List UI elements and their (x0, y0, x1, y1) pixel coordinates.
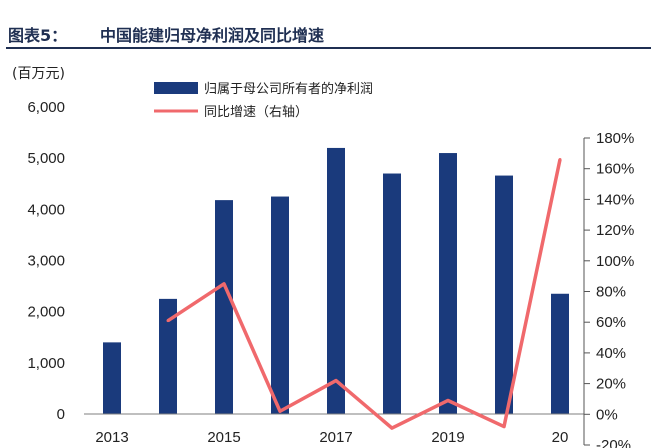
y-tick-2,000: 2,000 (27, 304, 65, 321)
y2-tick-80%: 80% (596, 284, 626, 301)
growth-point-2014 (166, 319, 170, 323)
figure-label: 图表5： (8, 26, 68, 45)
bar-2014 (159, 298, 177, 414)
line-series (166, 157, 562, 430)
bar-2017 (327, 147, 345, 414)
x-axis-ticks: 2013 2015 2017 2019 20 (95, 429, 568, 446)
y2-tick-180%: 180% (596, 130, 634, 147)
y2-tick--20%: -20% (596, 437, 631, 448)
bar-2021 (551, 293, 569, 414)
bar-2016 (271, 196, 289, 414)
x-tick-2013: 2013 (95, 429, 128, 446)
title-underline (6, 47, 651, 49)
growth-line (167, 159, 562, 430)
y-tick-5,000: 5,000 (27, 150, 65, 167)
y-tick-0: 0 (57, 406, 65, 423)
bar-2015 (215, 200, 233, 414)
growth-point-2019 (446, 398, 450, 402)
growth-point-2015 (222, 282, 226, 286)
y-tick-3,000: 3,000 (27, 253, 65, 270)
figure-title: 中国能建归母净利润及同比增速 (100, 26, 325, 45)
bar-2013 (103, 342, 121, 414)
growth-point-2016 (278, 409, 282, 413)
right-axis-ticks: -20% 0% 20% 40% 60% 80% 100% 120% 140% 160% 180% (583, 130, 634, 448)
y2-tick-100%: 100% (596, 253, 634, 270)
y2-tick-140%: 140% (596, 191, 634, 208)
growth-point-2021 (558, 157, 562, 161)
x-tick-2015: 2015 (207, 429, 240, 446)
left-axis-ticks: 0 1,000 2,000 3,000 4,000 5,000 6,000 (27, 99, 65, 423)
bar-2019 (439, 153, 457, 415)
legend-bar-swatch (154, 82, 198, 94)
x-tick-20: 20 (552, 429, 569, 446)
y2-tick-160%: 160% (596, 161, 634, 178)
y2-tick-20%: 20% (596, 376, 626, 393)
y2-tick-60%: 60% (596, 314, 626, 331)
legend-bar-label: 归属于母公司所有者的净利润 (204, 81, 373, 97)
y-axis-unit-label: (百万元) (12, 66, 65, 82)
legend: 归属于母公司所有者的净利润 同比增速（右轴） (154, 81, 373, 120)
growth-point-2020 (502, 425, 506, 429)
y2-tick-120%: 120% (596, 222, 634, 239)
x-tick-2017: 2017 (319, 429, 352, 446)
bar-series (103, 147, 569, 415)
bar-2018 (383, 173, 401, 414)
y-tick-1,000: 1,000 (27, 355, 65, 372)
y2-tick-40%: 40% (596, 345, 626, 362)
growth-point-2017 (334, 379, 338, 383)
y-tick-4,000: 4,000 (27, 201, 65, 218)
growth-point-2018 (390, 426, 394, 430)
legend-line-label: 同比增速（右轴） (204, 105, 308, 120)
x-tick-2019: 2019 (431, 429, 464, 446)
figure-header: 图表5： 中国能建归母净利润及同比增速 (0, 0, 657, 50)
y-tick-6,000: 6,000 (27, 99, 65, 116)
bar-2020 (495, 175, 513, 414)
y2-tick-0%: 0% (596, 406, 618, 423)
